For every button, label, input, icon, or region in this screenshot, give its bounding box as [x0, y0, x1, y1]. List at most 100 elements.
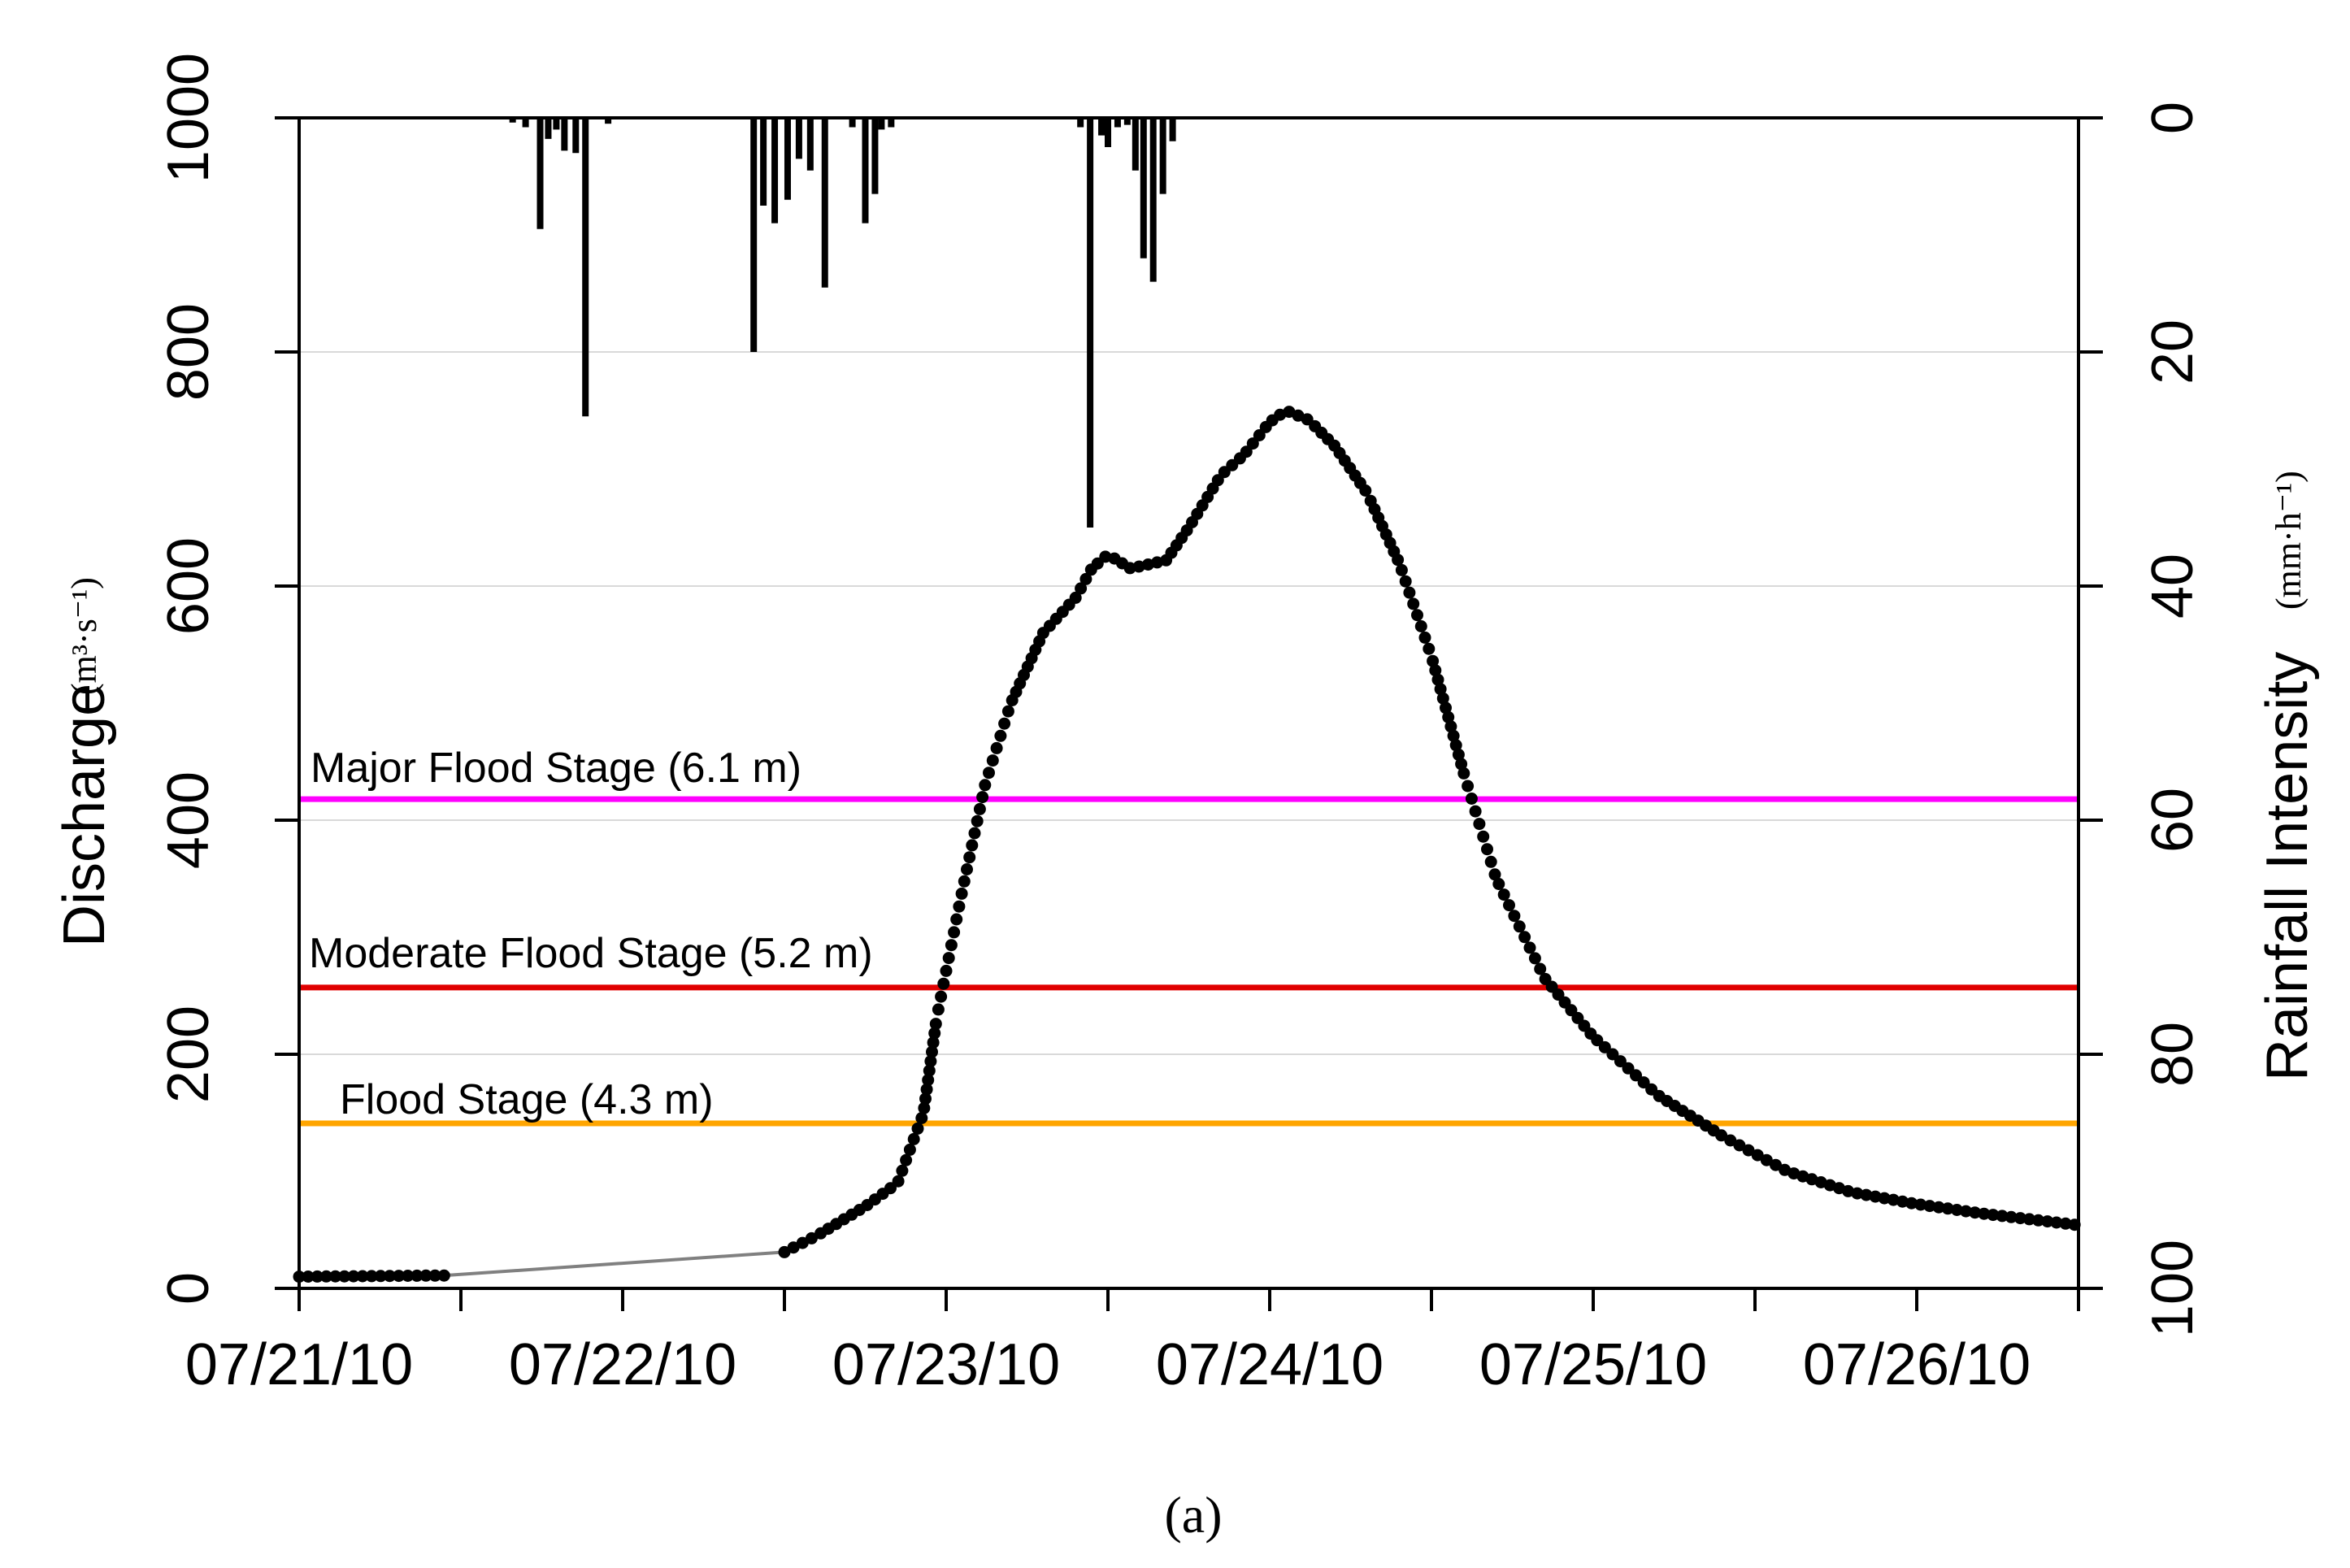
- discharge-point: [1996, 1210, 2009, 1223]
- discharge-point: [922, 1074, 935, 1087]
- y-tick-label: 200: [156, 1006, 221, 1103]
- discharge-point: [1508, 910, 1521, 923]
- discharge-point: [1484, 855, 1497, 868]
- discharge-point: [929, 1018, 942, 1031]
- discharge-point: [410, 1269, 424, 1282]
- discharge-point: [1598, 1040, 1611, 1053]
- rainfall-bars: [509, 118, 1176, 528]
- discharge-point: [1733, 1139, 1746, 1152]
- discharge-point: [918, 1101, 931, 1114]
- axes: [275, 116, 2103, 1311]
- discharge-point: [937, 977, 950, 990]
- discharge-point: [311, 1270, 324, 1283]
- discharge-point: [973, 802, 986, 815]
- y2-tick-label: 40: [2140, 554, 2205, 619]
- discharge-point: [1414, 620, 1427, 632]
- discharge-point: [1403, 586, 1416, 599]
- discharge-point: [961, 863, 973, 875]
- discharge-point: [1440, 701, 1452, 715]
- discharge-point: [402, 1270, 415, 1282]
- discharge-point: [1452, 748, 1465, 761]
- discharge-point: [338, 1270, 351, 1283]
- discharge-point: [787, 1241, 800, 1254]
- discharge-point: [1523, 941, 1536, 954]
- discharge-point: [1770, 1158, 1782, 1171]
- discharge-point: [1851, 1187, 1864, 1200]
- discharge-point: [1591, 1034, 1604, 1047]
- y-tick-label: 600: [156, 537, 221, 635]
- y-tick-label: 1000: [156, 53, 221, 183]
- discharge-point: [1878, 1192, 1891, 1205]
- discharge-point: [928, 1027, 941, 1040]
- discharge-point: [1399, 575, 1412, 588]
- discharge-point: [1488, 868, 1501, 881]
- discharge-point: [1978, 1207, 1991, 1220]
- y-tick-label: 0: [156, 1272, 221, 1305]
- discharge-point: [1132, 560, 1145, 573]
- discharge-point: [923, 1064, 936, 1077]
- discharge-point: [1429, 664, 1442, 677]
- discharge-point: [437, 1269, 450, 1282]
- discharge-point: [950, 913, 963, 926]
- discharge-point: [2023, 1213, 2035, 1226]
- discharge-points: [293, 406, 2081, 1284]
- discharge-point: [2050, 1216, 2063, 1229]
- discharge-point: [347, 1270, 360, 1283]
- discharge-point: [1447, 729, 1460, 742]
- discharge-gap-line: [444, 1250, 785, 1278]
- discharge-point: [2059, 1217, 2072, 1230]
- discharge-point: [926, 1045, 938, 1058]
- discharge-point: [1941, 1202, 1954, 1215]
- discharge-point: [942, 952, 955, 965]
- x-tick-label: 07/26/10: [1803, 1332, 2031, 1397]
- discharge-point: [1123, 562, 1136, 575]
- discharge-point: [1075, 582, 1088, 595]
- discharge-point: [1860, 1188, 1873, 1201]
- discharge-point: [971, 814, 984, 827]
- tick-labels: 0 200 400 600 800 1000 0 20 40 60 80 100 07/21/10 07/…: [156, 53, 2205, 1397]
- discharge-point: [1896, 1195, 1909, 1208]
- discharge-point: [805, 1231, 818, 1244]
- discharge-point: [1969, 1206, 1982, 1219]
- discharge-point: [1987, 1209, 2000, 1222]
- gridlines: [299, 351, 2079, 1055]
- discharge-point: [1449, 739, 1462, 752]
- discharge-point: [1622, 1062, 1635, 1075]
- discharge-point: [1246, 437, 1259, 450]
- discharge-point: [1359, 484, 1372, 497]
- y-axis-title: Discharge: [52, 684, 117, 947]
- discharge-point: [1887, 1193, 1900, 1206]
- discharge-point: [1760, 1153, 1773, 1166]
- discharge-point: [302, 1270, 315, 1283]
- discharge-point: [1395, 563, 1408, 576]
- discharge-point: [1411, 609, 1423, 622]
- discharge-point: [1444, 720, 1457, 733]
- discharge-point: [935, 990, 948, 1003]
- discharge-point: [1630, 1069, 1642, 1082]
- discharge-point: [1001, 705, 1014, 718]
- discharge-point: [1407, 597, 1420, 610]
- x-tick-label: 07/22/10: [509, 1332, 736, 1397]
- discharge-point: [927, 1036, 940, 1049]
- discharge-point: [1427, 654, 1440, 667]
- discharge-point: [1724, 1134, 1737, 1147]
- discharge-point: [365, 1270, 378, 1283]
- discharge-point: [1932, 1201, 1945, 1214]
- discharge-point: [1457, 767, 1470, 780]
- discharge-point: [968, 827, 981, 840]
- discharge-point: [1240, 445, 1253, 458]
- discharge-point: [1914, 1198, 1927, 1211]
- discharge-point: [2041, 1215, 2054, 1228]
- y-axis-unit: (m³·s⁻¹): [64, 577, 104, 695]
- discharge-point: [1069, 591, 1082, 604]
- discharge-point: [1418, 631, 1431, 644]
- y-tick-label: 800: [156, 303, 221, 401]
- discharge-point: [1960, 1205, 1972, 1218]
- discharge-point: [986, 754, 999, 767]
- discharge-point: [998, 717, 1011, 730]
- discharge-point: [958, 875, 971, 888]
- discharge-point: [1614, 1055, 1627, 1068]
- x-tick-label: 07/21/10: [185, 1332, 413, 1397]
